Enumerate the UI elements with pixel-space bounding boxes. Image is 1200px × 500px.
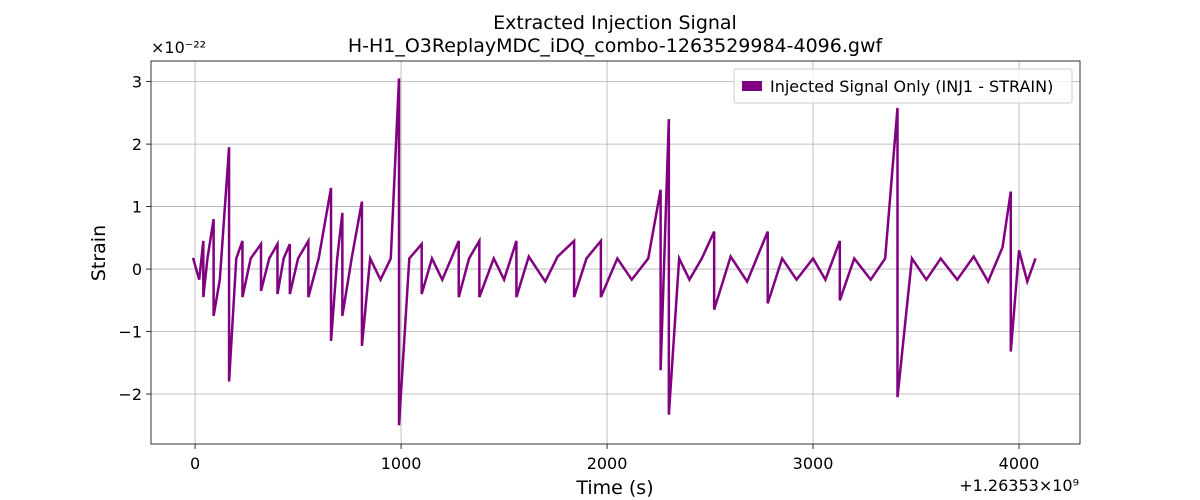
x-tick-label: 2000 [587, 454, 628, 473]
legend-label: Injected Signal Only (INJ1 - STRAIN) [770, 77, 1053, 96]
x-tick-label: 3000 [793, 454, 834, 473]
series-line [191, 78, 1037, 426]
plot-frame [150, 60, 1081, 445]
x-tick-label: 4000 [999, 454, 1040, 473]
y-scale-label: ×10⁻²² [151, 38, 206, 57]
y-tick-label: −1 [118, 323, 142, 342]
legend-frame [733, 68, 1073, 104]
y-axis-label: Strain [88, 225, 110, 281]
legend-swatch [742, 81, 762, 91]
y-tick-label: 2 [132, 135, 142, 154]
y-tick-label: 0 [132, 260, 142, 279]
x-tick-label: 1000 [381, 454, 422, 473]
x-axis-label: Time (s) [575, 477, 653, 499]
x-tick-label: 0 [190, 454, 200, 473]
x-offset-label: +1.26353×10⁹ [959, 476, 1079, 495]
y-tick-label: −2 [118, 385, 142, 404]
y-tick-label: 1 [132, 198, 142, 217]
chart-title: Extracted Injection Signal [493, 12, 737, 34]
y-tick-label: 3 [132, 73, 142, 92]
legend: Injected Signal Only (INJ1 - STRAIN) [733, 68, 1073, 104]
chart-subtitle: H-H1_O3ReplayMDC_iDQ_combo-1263529984-40… [348, 35, 884, 57]
